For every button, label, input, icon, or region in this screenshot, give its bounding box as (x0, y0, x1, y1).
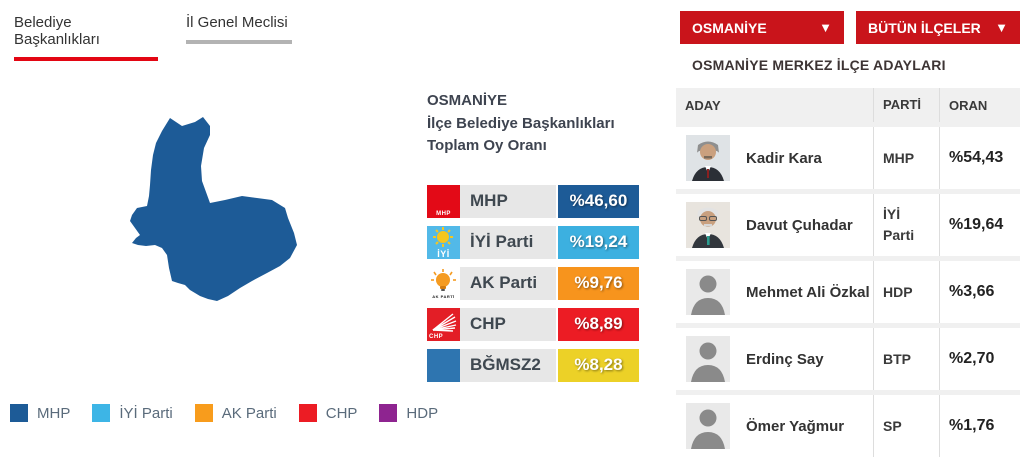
candidate-party: SP (873, 395, 939, 457)
summary-title-line1: OSMANİYE (427, 92, 508, 109)
candidates-table: ADAY PARTİ ORAN Kadir Kara MHP %54,43 (676, 88, 1020, 457)
party-result-row-chp[interactable]: CHP CHP %8,89 (427, 307, 639, 341)
chp-logo-icon: CHP (427, 307, 460, 341)
party-name: MHP (460, 184, 556, 218)
candidate-vote-percent: %19,64 (939, 194, 1020, 256)
candidate-row[interactable]: Erdinç Say BTP %2,70 (676, 328, 1020, 390)
legend-swatch (10, 404, 28, 422)
mhp-logo-icon: MHP (427, 184, 460, 218)
candidate-name: Mehmet Ali Özkal (746, 283, 870, 301)
candidate-placeholder-silhouette-icon (686, 336, 730, 382)
party-color-legend: MHP İYİ Parti AK Parti CHP HDP (10, 404, 460, 422)
party-vote-percent: %8,89 (558, 307, 639, 341)
column-header-oran: ORAN (939, 88, 1020, 122)
party-name: İYİ Parti (460, 225, 556, 259)
column-header-parti: PARTİ (873, 88, 939, 122)
bagimsiz-logo-icon (427, 348, 460, 382)
district-dropdown[interactable]: BÜTÜN İLÇELER ▼ (856, 11, 1020, 44)
party-result-row-mhp[interactable]: MHP MHP %46,60 (427, 184, 639, 218)
candidate-party: HDP (873, 261, 939, 323)
legend-label: MHP (37, 404, 71, 422)
candidate-party: İYİ Parti (873, 194, 939, 256)
summary-title-line2: İlçe Belediye Başkanlıkları (427, 114, 615, 132)
legend-label: AK Parti (221, 404, 277, 422)
candidate-photo (686, 202, 730, 248)
party-result-row-bagimsiz[interactable]: BĞMSZ2 %8,28 (427, 348, 639, 382)
table-header-row: ADAY PARTİ ORAN (676, 88, 1020, 122)
legend-swatch (379, 404, 398, 422)
candidate-vote-percent: %3,66 (939, 261, 1020, 323)
chevron-down-icon: ▼ (819, 20, 832, 35)
iyi-parti-logo-icon: İYİ (427, 225, 460, 259)
candidate-name: Davut Çuhadar (746, 216, 853, 234)
party-result-row-akparti[interactable]: AK PARTİ AK Parti %9,76 (427, 266, 639, 300)
party-vote-percent: %9,76 (558, 266, 639, 300)
inactive-tab-indicator (186, 40, 292, 44)
party-vote-percent: %8,28 (558, 348, 639, 382)
merkez-district-shape (130, 117, 297, 301)
legend-swatch (194, 404, 213, 422)
candidate-name: Erdinç Say (746, 350, 824, 368)
candidate-row[interactable]: Mehmet Ali Özkal HDP %3,66 (676, 261, 1020, 323)
vote-summary-panel: OSMANİYE İlçe Belediye Başkanlıkları Top… (427, 90, 639, 390)
candidate-vote-percent: %2,70 (939, 328, 1020, 390)
party-result-row-iyi[interactable]: İYİ İYİ Parti %19,24 (427, 225, 639, 259)
candidate-placeholder-silhouette-icon (686, 403, 730, 449)
party-name: BĞMSZ2 (460, 348, 556, 382)
candidate-row[interactable]: Kadir Kara MHP %54,43 (676, 127, 1020, 189)
party-vote-percent: %46,60 (558, 184, 639, 218)
legend-label: İYİ Parti (119, 404, 173, 422)
legend-item-akparti: AK Parti (194, 404, 277, 422)
legend-swatch (92, 404, 111, 422)
legend-item-mhp: MHP (10, 404, 70, 422)
results-tab-bar: Belediye Başkanlıkları İl Genel Meclisi (0, 0, 306, 71)
candidate-name: Kadir Kara (746, 149, 822, 167)
column-header-aday: ADAY (676, 88, 873, 122)
party-result-list: MHP MHP %46,60 İYİ İYİ Parti %1 (427, 184, 639, 382)
candidate-name: Ömer Yağmur (746, 417, 845, 435)
map-shape-icon (130, 117, 297, 301)
legend-item-hdp: HDP (379, 404, 438, 422)
filter-bar: OSMANİYE ▼ BÜTÜN İLÇELER ▼ (680, 11, 1020, 44)
osmaniye-district-map[interactable] (100, 88, 320, 318)
candidate-photo (686, 135, 730, 181)
candidate-vote-percent: %1,76 (939, 395, 1020, 457)
province-dropdown[interactable]: OSMANİYE ▼ (680, 11, 844, 44)
province-dropdown-value: OSMANİYE (692, 19, 767, 36)
chevron-down-icon: ▼ (995, 20, 1008, 35)
legend-label: HDP (406, 404, 439, 422)
candidates-title: OSMANİYE MERKEZ İLÇE ADAYLARI (692, 57, 946, 73)
legend-label: CHP (325, 404, 358, 422)
candidates-panel: OSMANİYE MERKEZ İLÇE ADAYLARI ADAY PARTİ… (676, 57, 1020, 457)
party-name: AK Parti (460, 266, 556, 300)
summary-title: OSMANİYE İlçe Belediye Başkanlıkları Top… (427, 90, 639, 158)
tab-il-genel-meclisi[interactable]: İl Genel Meclisi (172, 0, 306, 71)
tab-belediye-baskanliklari[interactable]: Belediye Başkanlıkları (0, 0, 172, 71)
candidate-placeholder-silhouette-icon (686, 269, 730, 315)
candidate-row[interactable]: Ömer Yağmur SP %1,76 (676, 395, 1020, 457)
tab-label: Belediye Başkanlıkları (14, 14, 100, 48)
district-dropdown-value: BÜTÜN İLÇELER (868, 19, 981, 36)
candidate-party: BTP (873, 328, 939, 390)
candidate-vote-percent: %54,43 (939, 127, 1020, 189)
party-name: CHP (460, 307, 556, 341)
party-vote-percent: %19,24 (558, 225, 639, 259)
tab-label: İl Genel Meclisi (186, 14, 288, 31)
candidate-party: MHP (873, 127, 939, 189)
legend-item-chp: CHP (298, 404, 358, 422)
summary-title-line3: Toplam Oy Oranı (427, 137, 547, 154)
candidate-row[interactable]: Davut Çuhadar İYİ Parti %19,64 (676, 194, 1020, 256)
legend-item-iyi: İYİ Parti (92, 404, 173, 422)
active-tab-indicator (14, 57, 158, 61)
legend-swatch (298, 404, 317, 422)
ak-parti-logo-icon: AK PARTİ (427, 266, 460, 300)
